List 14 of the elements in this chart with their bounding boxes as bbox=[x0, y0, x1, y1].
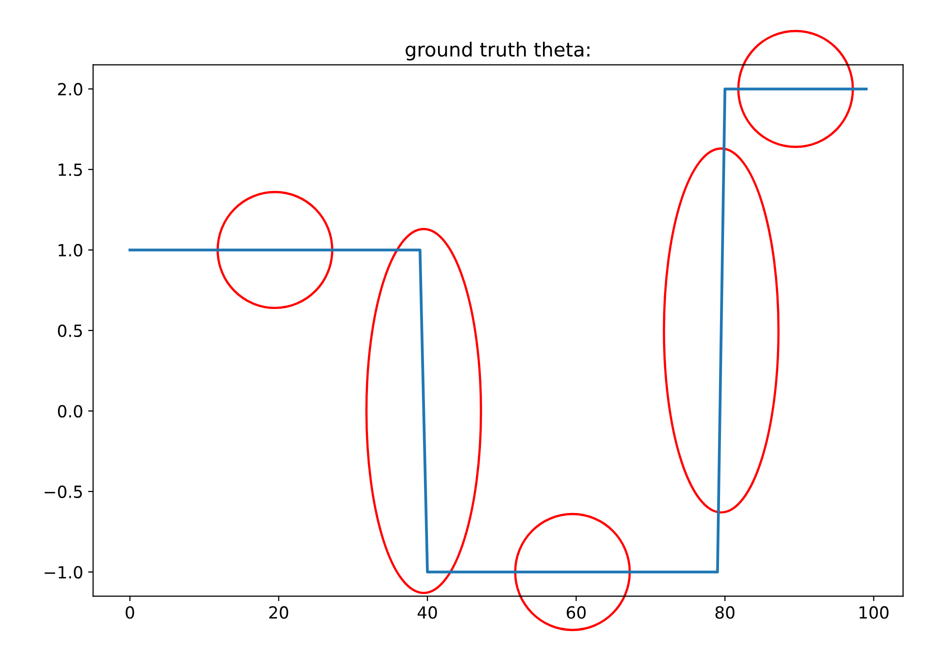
x-tick-label: 40 bbox=[418, 606, 437, 619]
y-tick-label: 2.0 bbox=[58, 82, 82, 96]
x-tick-label: 0 bbox=[126, 606, 134, 619]
y-tick-label: 0.0 bbox=[58, 404, 82, 418]
y-tick-label: −0.5 bbox=[44, 485, 82, 498]
x-tick-label: 60 bbox=[566, 606, 586, 619]
y-tick-label: −1.0 bbox=[44, 566, 82, 579]
y-tick-label: 1.0 bbox=[58, 244, 82, 257]
x-tick-label: 20 bbox=[269, 606, 288, 619]
y-tick-label: 0.5 bbox=[58, 324, 82, 338]
chart-title: ground truth theta: bbox=[406, 42, 590, 61]
y-tick-label: 1.5 bbox=[58, 164, 82, 176]
x-tick-label: 80 bbox=[715, 606, 734, 619]
x-tick-label: 100 bbox=[860, 606, 888, 619]
